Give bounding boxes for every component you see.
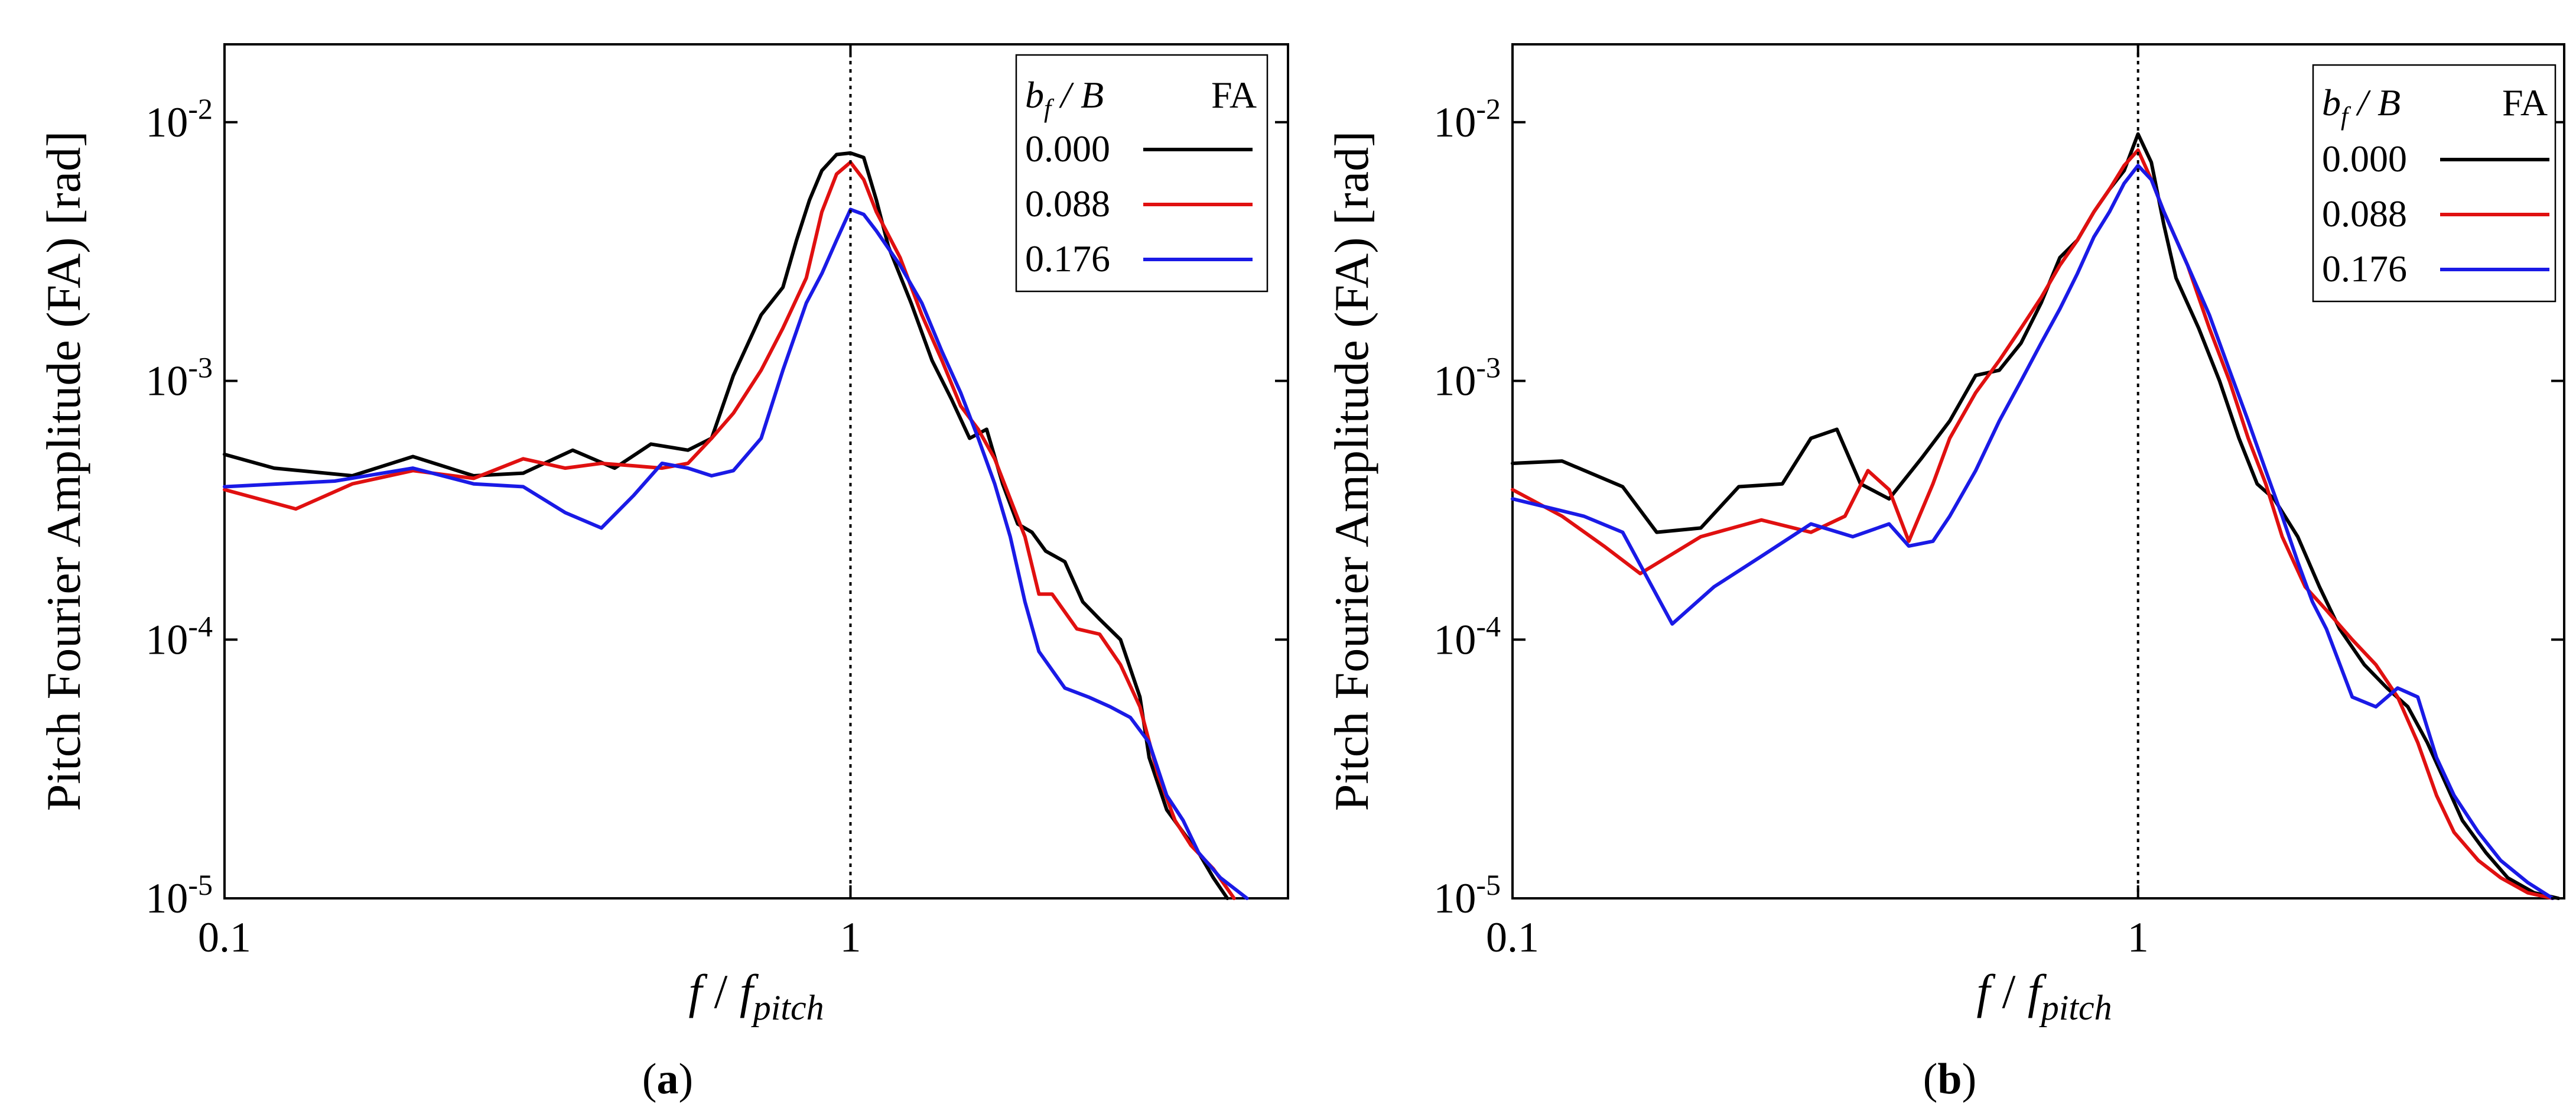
x-axis-label-a: f / fpitch bbox=[688, 965, 824, 1027]
series-line-0-088 bbox=[223, 160, 1236, 900]
legend-items-a: 0.000 0.088 0.176 bbox=[1025, 128, 1253, 280]
y-tick-label: 10-4 bbox=[145, 609, 213, 663]
x-tick-label: 0.1 bbox=[1486, 914, 1539, 961]
legend-label-0-176: 0.176 bbox=[1025, 238, 1110, 280]
x-axis-label-b: f / fpitch bbox=[1976, 965, 2112, 1027]
legend-header-fa-b: FA bbox=[2502, 82, 2548, 124]
series-group-a bbox=[223, 151, 1249, 900]
plot-area-a bbox=[223, 43, 1289, 900]
x-tick-label: 0.1 bbox=[198, 914, 251, 961]
legend-header-bf-b: bf / B bbox=[2322, 82, 2401, 131]
subfigure-label-a: (a) bbox=[642, 1055, 693, 1103]
legend-label-0-000: 0.000 bbox=[2322, 138, 2407, 180]
y-tick-label: 10-5 bbox=[145, 868, 213, 922]
legend-box-a bbox=[1015, 54, 1269, 293]
series-line-0-176 bbox=[1511, 164, 2555, 900]
legend-label-0-088: 0.088 bbox=[2322, 193, 2407, 235]
y-tick-label: 10-3 bbox=[145, 351, 213, 405]
y-axis-label-a: Pitch Fourier Amplitude (FA) [rad] bbox=[37, 131, 90, 811]
y-axis-label-b: Pitch Fourier Amplitude (FA) [rad] bbox=[1325, 131, 1378, 811]
plot-area-b bbox=[1511, 43, 2565, 900]
y-tick-label: 10-2 bbox=[145, 92, 213, 146]
y-tick-label: 10-3 bbox=[1433, 351, 1501, 405]
tick-group-b: 0.1 1 10-5 10-4 10-3 10-2 bbox=[1433, 44, 2564, 961]
legend-box-b bbox=[2312, 64, 2557, 303]
panel-a: 0.1 1 10-5 10-4 10-3 10-2 bf / B FA 0.000 0.08… bbox=[37, 43, 1289, 1103]
series-line-0-000 bbox=[1511, 132, 2561, 900]
series-line-0-176 bbox=[223, 207, 1249, 900]
legend-b: bf / B FA 0.000 0.088 0.176 bbox=[2312, 64, 2557, 303]
tick-group-a: 0.1 1 10-5 10-4 10-3 10-2 bbox=[145, 44, 1288, 961]
legend-label-0-088: 0.088 bbox=[1025, 183, 1110, 225]
x-tick-label: 1 bbox=[2128, 914, 2149, 961]
legend-label-0-000: 0.000 bbox=[1025, 128, 1110, 170]
y-tick-label: 10-4 bbox=[1433, 609, 1501, 663]
legend-label-0-176: 0.176 bbox=[2322, 248, 2407, 290]
y-tick-label: 10-5 bbox=[1433, 868, 1501, 922]
series-line-0-088 bbox=[1511, 148, 2555, 900]
legend-items-b: 0.000 0.088 0.176 bbox=[2322, 138, 2549, 290]
subfigure-label-b: (b) bbox=[1923, 1055, 1976, 1103]
series-group-b bbox=[1511, 132, 2561, 900]
panel-b: 0.1 1 10-5 10-4 10-3 10-2 bf / B FA 0.000 0.08… bbox=[1325, 43, 2565, 1103]
legend-a: bf / B FA 0.000 0.088 0.176 bbox=[1015, 54, 1269, 293]
y-tick-label: 10-2 bbox=[1433, 92, 1501, 146]
legend-header-bf-a: bf / B bbox=[1025, 74, 1104, 123]
x-tick-label: 1 bbox=[840, 914, 861, 961]
legend-header-fa-a: FA bbox=[1211, 74, 1257, 116]
